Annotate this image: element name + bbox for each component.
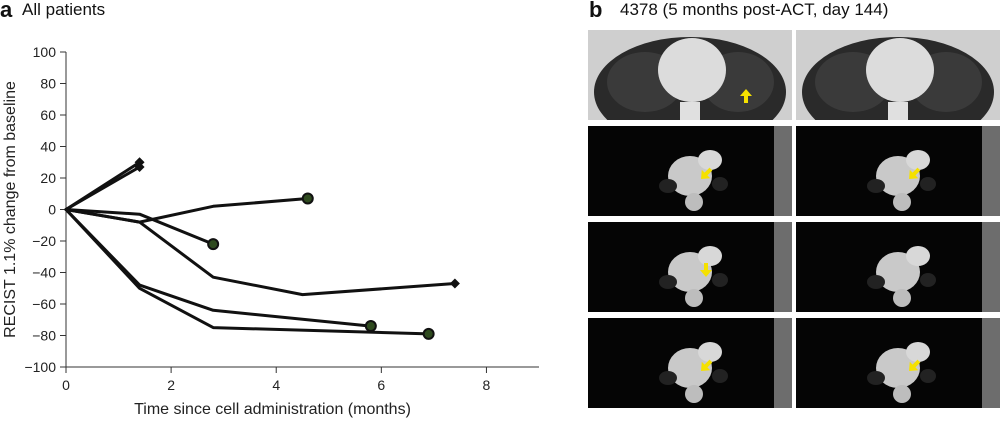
series-end-diamond-5 <box>449 278 460 289</box>
y-tick-label: −80 <box>32 328 56 344</box>
series-line-3 <box>64 197 310 224</box>
series-end-circle-4 <box>207 238 220 251</box>
series-line-5 <box>64 208 457 297</box>
y-tick-label: −20 <box>32 233 56 249</box>
x-tick-label: 0 <box>62 377 70 393</box>
y-tick-label: 80 <box>40 76 56 92</box>
yellow-arrow-icon <box>701 359 713 371</box>
y-tick-label: 40 <box>40 139 56 155</box>
series-line-2 <box>64 165 142 211</box>
series-line-7 <box>64 208 431 336</box>
ct-scan-image <box>588 30 792 120</box>
panel-a-label: a <box>0 0 13 22</box>
y-axis-label: RECIST 1.1% change from baseline <box>2 81 19 338</box>
ct-image-grid <box>588 30 1000 422</box>
series-end-circle-7 <box>422 327 435 340</box>
yellow-arrow-icon <box>740 89 752 103</box>
ct-scan-image <box>588 318 792 408</box>
series-end-circle-3 <box>301 192 314 205</box>
y-tick-label: 100 <box>33 44 57 60</box>
series-line-4 <box>64 208 215 246</box>
panel-b-title: 4378 (5 months post-ACT, day 144) <box>620 0 889 19</box>
series-end-diamond-2 <box>134 161 145 172</box>
y-tick-label: −60 <box>32 296 56 312</box>
x-tick-label: 2 <box>167 377 175 393</box>
x-tick-label: 8 <box>483 377 491 393</box>
ct-scan-image <box>588 222 792 312</box>
series-line-6 <box>64 208 373 328</box>
response-line-chart: 100 80 60 40 20 0 −20 −40 −60 −80 −100 0 2 4 6 8 Time si… <box>2 44 539 418</box>
panel-b-label: b <box>589 0 603 22</box>
y-tick-label: −40 <box>32 265 56 281</box>
y-tick-label: 0 <box>48 202 56 218</box>
x-tick-label: 6 <box>377 377 385 393</box>
panel-a-title: All patients <box>22 0 106 19</box>
ct-scan-image <box>796 126 1000 216</box>
yellow-arrow-icon <box>701 167 713 179</box>
ct-scan-image <box>796 30 1000 120</box>
x-tick-label: 4 <box>272 377 280 393</box>
ct-scan-image <box>796 222 1000 312</box>
x-axis-label: Time since cell administration (months) <box>134 401 411 418</box>
y-tick-label: 20 <box>40 170 56 186</box>
yellow-arrow-icon <box>909 167 921 179</box>
ct-scan-image <box>588 126 792 216</box>
yellow-arrow-icon <box>909 359 921 371</box>
series-end-circle-6 <box>364 320 377 333</box>
y-tick-label: −100 <box>24 359 56 375</box>
y-tick-label: 60 <box>40 107 56 123</box>
ct-scan-image <box>796 318 1000 408</box>
yellow-arrow-icon <box>700 263 712 277</box>
